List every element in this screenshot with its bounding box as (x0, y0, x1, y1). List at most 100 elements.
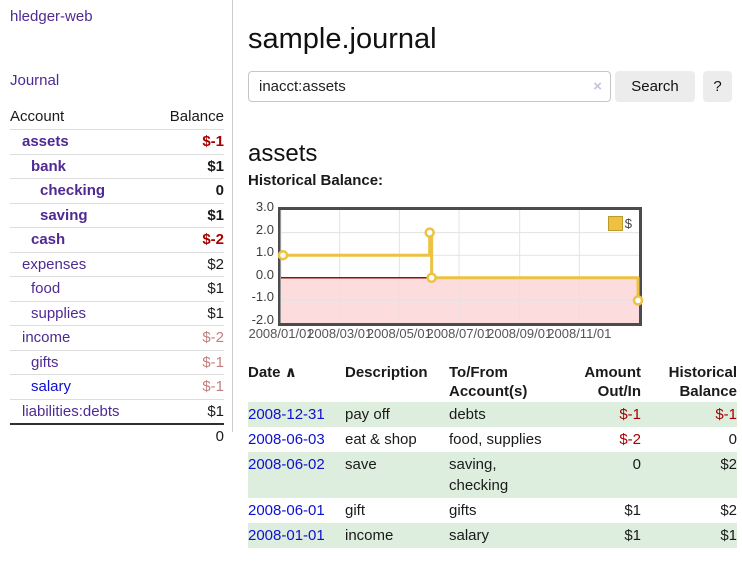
account-balance: $1 (207, 206, 224, 224)
col-date-sortable[interactable]: Date ∧ (248, 362, 345, 402)
account-balance: $1 (207, 304, 224, 322)
account-balance: $1 (207, 402, 224, 420)
account-link-assets[interactable]: assets (22, 133, 69, 150)
y-tick-label: 2.0 (255, 221, 274, 237)
legend-label: $ (624, 216, 632, 231)
register-header-row: Date ∧ Description To/From Account(s) Am… (248, 362, 737, 402)
register-row[interactable]: 2008-06-02 save saving, checking 0 $2 (248, 452, 737, 498)
transaction-amount: $1 (561, 523, 641, 548)
x-tick-label: 2008/07/01 (426, 326, 492, 341)
historical-balance-chart: 3.0 2.0 1.0 0.0 -1.0 -2.0 $ 2008/01/01 2008/03… (248, 200, 742, 350)
col-account: To/From Account(s) (449, 364, 528, 400)
transaction-balance: $2 (720, 502, 737, 519)
account-balance: 0 (215, 182, 224, 199)
register-row[interactable]: 2008-01-01 income salary $1 $1 (248, 523, 737, 548)
account-row: cash $-2 (10, 227, 224, 252)
transaction-date-link[interactable]: 2008-06-01 (248, 502, 325, 519)
y-tick-label: -1.0 (251, 289, 274, 305)
account-row: supplies $1 (10, 300, 224, 326)
chart-legend: $ (605, 215, 634, 232)
account-balance: $2 (207, 255, 224, 273)
transaction-date-link[interactable]: 2008-01-01 (248, 527, 325, 544)
col-amount: Amount Out/In (584, 364, 641, 400)
account-row: expenses $2 (10, 251, 224, 277)
transaction-description: eat & shop (345, 431, 417, 448)
transaction-amount: $-1 (561, 402, 641, 427)
register-row[interactable]: 2008-06-03 eat & shop food, supplies $-2… (248, 427, 737, 452)
chart-x-axis: 2008/01/01 2008/03/01 2008/05/01 2008/07/01… (248, 326, 742, 342)
account-link-food[interactable]: food (31, 280, 61, 297)
x-tick-label: 2008/11/01 (547, 326, 612, 341)
x-tick-label: 2008/09/01 (487, 326, 553, 341)
account-balance: $-1 (202, 133, 224, 150)
account-balance: $1 (207, 280, 224, 297)
transaction-description: income (345, 523, 449, 548)
accounts-col-account: Account (10, 108, 65, 125)
sidebar-divider (232, 0, 233, 432)
transaction-amount: $-2 (619, 431, 641, 448)
transaction-description: save (345, 452, 449, 498)
register-table: Date ∧ Description To/From Account(s) Am… (248, 362, 737, 548)
accounts-table: Account Balance assets $-1 bank $1 check… (10, 104, 224, 449)
search-input[interactable] (248, 71, 611, 102)
account-link-income[interactable]: income (22, 329, 71, 346)
account-link-liabilities-debts[interactable]: liabilities:debts (22, 402, 120, 420)
transaction-date-link[interactable]: 2008-06-03 (248, 431, 325, 448)
search-input-wrap: × (248, 71, 611, 102)
account-balance: $1 (207, 157, 224, 175)
account-balance: $-2 (202, 231, 224, 248)
plot-area[interactable]: $ (277, 207, 644, 326)
transaction-date-link[interactable]: 2008-06-02 (248, 456, 325, 473)
page-title: sample.journal (248, 23, 437, 56)
register-row[interactable]: 2008-12-31 pay off debts $-1 $-1 (248, 402, 737, 427)
transaction-date-link[interactable]: 2008-12-31 (248, 406, 325, 423)
transaction-accounts: saving, checking (449, 452, 561, 498)
account-link-bank[interactable]: bank (31, 157, 67, 175)
account-link-supplies[interactable]: supplies (31, 304, 87, 322)
account-row: saving $1 (10, 202, 224, 228)
account-heading: assets (248, 139, 318, 167)
sidebar: hledger-web Journal Account Balance asse… (10, 0, 224, 449)
account-row: assets $-1 (10, 129, 224, 154)
search-button[interactable]: Search (615, 71, 695, 102)
transaction-description: gift (345, 502, 366, 519)
transaction-accounts: food, supplies (449, 431, 542, 448)
transaction-accounts: salary (449, 523, 561, 548)
account-link-saving[interactable]: saving (40, 206, 88, 224)
y-tick-label: 3.0 (255, 199, 274, 214)
account-link-checking[interactable]: checking (40, 182, 106, 199)
transaction-balance: 0 (728, 431, 737, 448)
accounts-table-header: Account Balance (10, 104, 224, 129)
sort-ascending-icon: ∧ (284, 364, 297, 381)
accounts-col-balance: Balance (169, 108, 224, 125)
transaction-accounts: gifts (449, 502, 477, 519)
y-tick-label: 1.0 (255, 244, 274, 260)
nav-journal-link[interactable]: Journal (10, 72, 60, 89)
search-help-button[interactable]: ? (703, 71, 732, 102)
transaction-accounts: debts (449, 402, 561, 427)
account-link-gifts[interactable]: gifts (31, 353, 59, 371)
account-link-cash[interactable]: cash (31, 231, 66, 248)
x-tick-label: 2008/01/01 (248, 326, 314, 341)
x-tick-label: 2008/05/01 (366, 326, 432, 341)
account-link-salary[interactable]: salary (31, 378, 72, 395)
x-tick-label: 2008/03/01 (307, 326, 373, 341)
y-tick-label: -2.0 (251, 312, 274, 327)
app-brand-link[interactable]: hledger-web (10, 8, 93, 25)
account-row: bank $1 (10, 153, 224, 179)
search-bar: × Search ? (248, 71, 742, 102)
transaction-balance: $1 (641, 523, 737, 548)
transaction-description: pay off (345, 402, 449, 427)
legend-swatch-icon (607, 216, 623, 231)
accounts-total-row: 0 (10, 423, 224, 449)
chart-y-axis: 3.0 2.0 1.0 0.0 -1.0 -2.0 (248, 200, 274, 327)
account-row: salary $-1 (10, 374, 224, 399)
account-row: income $-2 (10, 325, 224, 350)
register-row[interactable]: 2008-06-01 gift gifts $1 $2 (248, 498, 737, 523)
transaction-amount: 0 (561, 452, 641, 498)
account-link-expenses[interactable]: expenses (22, 255, 87, 273)
account-row: checking 0 (10, 178, 224, 203)
clear-search-icon[interactable]: × (593, 78, 602, 95)
account-row: liabilities:debts $1 (10, 398, 224, 424)
col-description: Description (345, 364, 428, 381)
